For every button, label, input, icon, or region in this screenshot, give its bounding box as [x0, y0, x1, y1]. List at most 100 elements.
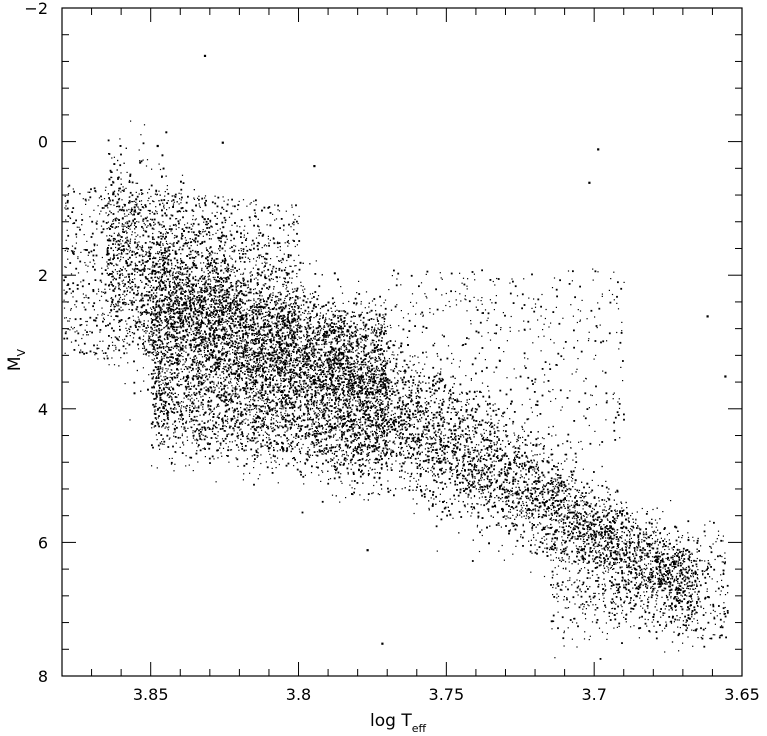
data-point: [111, 341, 114, 343]
data-point: [433, 392, 436, 395]
data-point: [558, 484, 561, 487]
data-point: [512, 495, 514, 497]
data-point: [524, 488, 527, 491]
data-point: [676, 619, 678, 621]
data-point: [556, 539, 558, 541]
data-point: [546, 483, 548, 485]
data-point: [360, 357, 362, 360]
data-point: [669, 563, 672, 566]
data-point: [357, 400, 359, 402]
data-point: [148, 335, 150, 337]
data-point: [392, 390, 395, 393]
data-point: [401, 426, 403, 428]
data-point: [585, 495, 587, 497]
data-point: [242, 314, 245, 317]
data-point: [457, 441, 459, 444]
data-point: [229, 353, 231, 355]
data-point: [233, 271, 235, 273]
data-point: [199, 325, 202, 328]
data-point: [464, 470, 466, 472]
data-point: [261, 387, 264, 389]
data-point: [241, 285, 243, 287]
data-point: [562, 526, 565, 529]
data-point: [167, 261, 169, 263]
data-point: [419, 460, 421, 462]
data-point: [425, 470, 427, 472]
data-point: [630, 542, 632, 544]
data-point: [464, 452, 466, 454]
data-point: [555, 511, 558, 514]
data-point: [289, 338, 292, 340]
data-point: [151, 168, 153, 170]
data-point: [242, 253, 244, 255]
data-point: [391, 400, 393, 402]
data-point: [507, 467, 510, 469]
data-point: [528, 518, 530, 520]
data-point: [452, 457, 454, 459]
data-point: [480, 449, 483, 451]
data-point: [134, 242, 136, 244]
data-point: [388, 358, 390, 360]
data-point: [474, 486, 476, 488]
data-point: [598, 500, 600, 502]
data-point: [432, 427, 435, 430]
data-point: [618, 540, 620, 542]
data-point: [271, 327, 273, 329]
data-point: [278, 267, 281, 270]
data-point: [429, 406, 431, 408]
data-point: [331, 369, 334, 372]
data-point: [374, 394, 376, 396]
data-point: [225, 269, 228, 272]
data-point: [678, 650, 680, 652]
data-point: [236, 290, 238, 292]
data-point: [582, 495, 584, 497]
data-point: [193, 260, 195, 262]
data-point: [213, 259, 216, 262]
data-point: [536, 549, 538, 551]
data-point: [642, 574, 644, 576]
data-point: [124, 285, 126, 287]
data-point: [415, 440, 417, 442]
data-point: [575, 545, 577, 547]
data-point: [446, 486, 448, 488]
data-point: [449, 471, 451, 473]
data-point: [369, 410, 371, 412]
data-point: [407, 403, 409, 405]
data-point: [228, 287, 231, 289]
data-point: [296, 356, 298, 359]
data-point: [243, 373, 246, 375]
data-point: [597, 531, 599, 534]
data-point: [153, 242, 155, 245]
data-point: [313, 303, 316, 306]
data-point: [676, 572, 678, 575]
data-point: [416, 453, 418, 456]
data-point: [124, 383, 126, 385]
data-point: [233, 360, 235, 363]
data-point: [629, 538, 631, 540]
data-point: [302, 356, 304, 358]
data-point: [567, 512, 569, 514]
data-point: [595, 503, 598, 505]
data-point: [413, 423, 415, 425]
data-point: [189, 343, 192, 346]
data-point: [443, 386, 446, 389]
data-point: [114, 238, 116, 240]
data-point: [611, 537, 613, 540]
data-point: [427, 421, 430, 424]
data-point: [414, 436, 416, 438]
data-point: [395, 362, 398, 365]
data-point: [156, 241, 158, 244]
data-point: [271, 335, 274, 337]
data-point: [478, 454, 480, 456]
data-point: [313, 413, 315, 415]
data-point: [171, 336, 174, 339]
data-point: [433, 379, 435, 381]
data-point: [575, 590, 577, 593]
data-point: [600, 557, 602, 559]
data-point: [601, 499, 604, 501]
data-point: [488, 439, 491, 442]
data-point: [676, 598, 678, 600]
data-point: [165, 326, 167, 328]
data-point: [383, 411, 385, 413]
data-point: [183, 283, 185, 285]
